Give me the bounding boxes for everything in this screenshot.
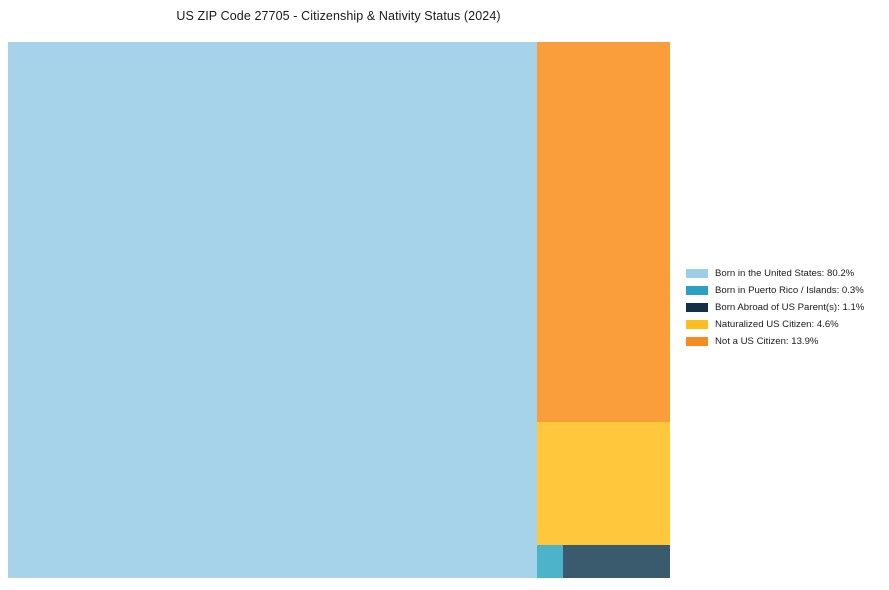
legend-item[interactable]: Not a US Citizen: 13.9% [686, 333, 882, 350]
legend-color-swatch [686, 303, 708, 312]
legend-item-label: Born in Puerto Rico / Islands: 0.3% [715, 284, 864, 296]
legend-item[interactable]: Born Abroad of US Parent(s): 1.1% [686, 299, 882, 316]
legend-item-label: Naturalized US Citizen: 4.6% [715, 318, 839, 330]
legend-item-label: Not a US Citizen: 13.9% [715, 335, 819, 347]
legend-item[interactable]: Naturalized US Citizen: 4.6% [686, 316, 882, 333]
chart-legend: Born in the United States: 80.2% Born in … [686, 265, 882, 350]
treemap-tile[interactable] [537, 422, 670, 545]
treemap-tile[interactable] [537, 545, 563, 578]
chart-title: US ZIP Code 27705 - Citizenship & Nativi… [176, 9, 501, 23]
legend-item-label: Born Abroad of US Parent(s): 1.1% [715, 301, 865, 313]
treemap-plot-area [8, 42, 670, 578]
legend-item[interactable]: Born in Puerto Rico / Islands: 0.3% [686, 282, 882, 299]
legend-item-label: Born in the United States: 80.2% [715, 267, 855, 279]
legend-color-swatch [686, 286, 708, 295]
legend-color-swatch [686, 320, 708, 329]
treemap-tile[interactable] [563, 545, 670, 578]
treemap-tile[interactable] [537, 42, 670, 422]
treemap-tile[interactable] [8, 42, 537, 578]
legend-item[interactable]: Born in the United States: 80.2% [686, 265, 882, 282]
legend-color-swatch [686, 269, 708, 278]
legend-color-swatch [686, 337, 708, 346]
